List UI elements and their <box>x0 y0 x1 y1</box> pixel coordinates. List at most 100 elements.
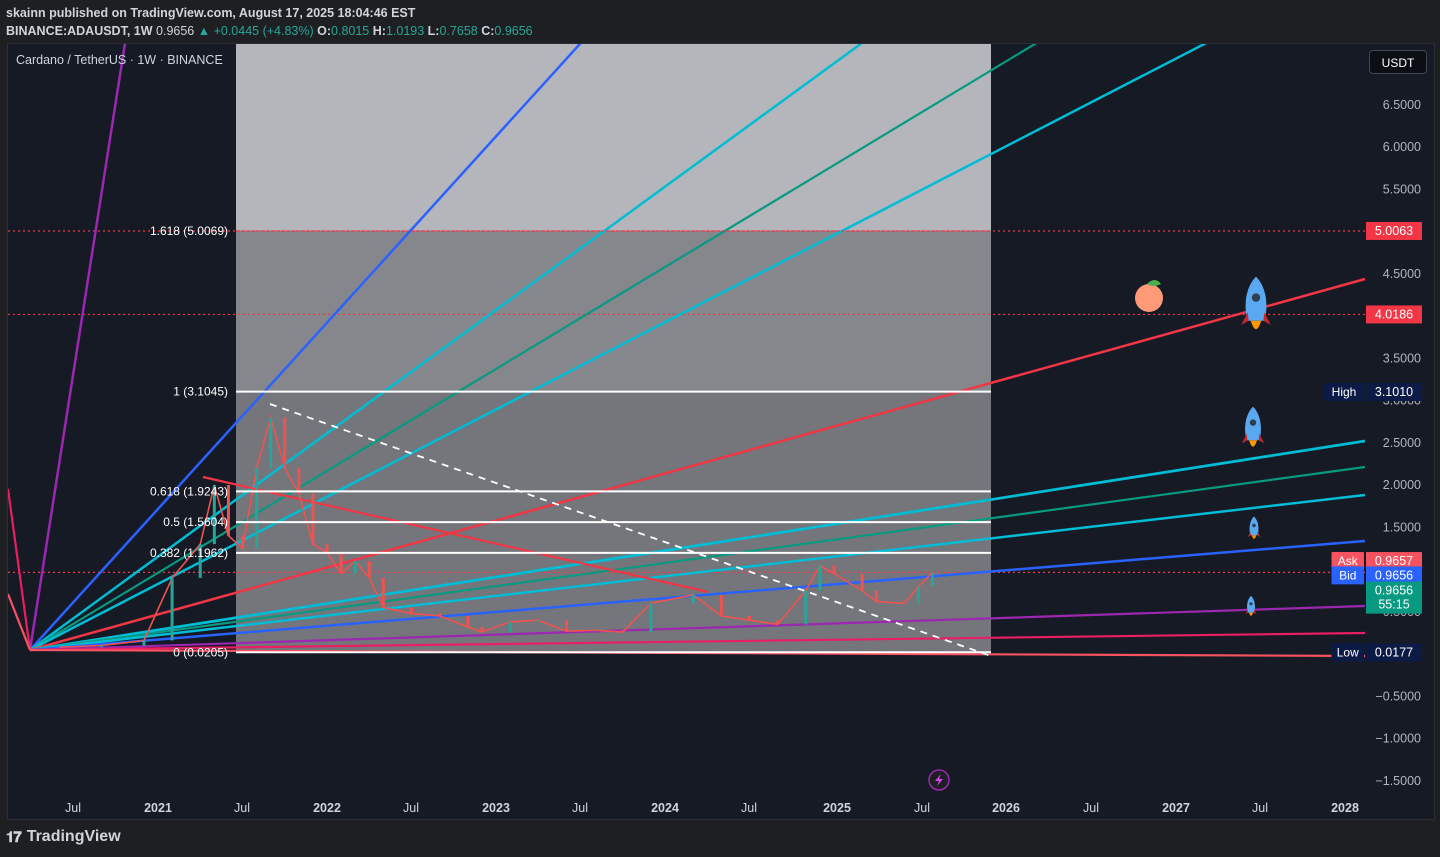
y-tick-label: 2.0000 <box>1383 478 1421 492</box>
fib-zone-extension <box>236 230 991 392</box>
currency-button[interactable]: USDT <box>1369 50 1427 74</box>
trend-line <box>29 604 1366 652</box>
publish-line: skainn published on TradingView.com, Aug… <box>6 6 416 20</box>
trend-line <box>29 44 863 652</box>
fib-level-label: 1.618 (5.0069) <box>150 224 228 238</box>
x-tick-label: Jul <box>234 801 250 815</box>
x-tick-label: Jul <box>1252 801 1268 815</box>
peach-leaf <box>1147 280 1161 286</box>
price-tag-box <box>1366 552 1422 571</box>
x-tick-label: 2021 <box>144 801 172 815</box>
rocket-icon <box>1241 406 1265 447</box>
fib-level-label: 0.382 (1.1962) <box>150 546 228 560</box>
fib-level-label: 0.5 (1.5604) <box>163 515 228 529</box>
trend-line <box>29 44 1207 652</box>
open-label: O: <box>317 24 332 38</box>
x-tick-label: 2027 <box>1162 801 1190 815</box>
fib-level-label: 0 (0.0205) <box>173 645 228 659</box>
fib-level-label: 0.618 (1.9243) <box>150 484 228 498</box>
y-tick-label: 1.5000 <box>1383 520 1421 534</box>
chart-canvas[interactable]: 1.618 (5.0069) 1 (3.1045) 0.618 (1.9243) 0.… <box>8 44 1435 820</box>
price-tag-box <box>1366 581 1422 614</box>
trend-line <box>29 277 1366 652</box>
rocket-fin <box>1247 531 1261 538</box>
price-tag-value: 5.0063 <box>1375 224 1413 238</box>
x-tick-label: Jul <box>572 801 588 815</box>
price-tag-label-box <box>1331 643 1364 662</box>
price-tag-box <box>1366 305 1422 324</box>
x-tick-label: Jul <box>1083 801 1099 815</box>
rocket-icon <box>1247 516 1261 539</box>
rocket-icon <box>1241 276 1271 330</box>
tradingview-logo[interactable]: 𝟏𝟕 TradingView <box>6 828 121 846</box>
rocket-flame <box>1250 320 1262 330</box>
y-tick-label: 4.5000 <box>1383 267 1421 281</box>
price-tag-value: 4.0186 <box>1375 307 1413 321</box>
trend-line <box>8 488 32 651</box>
dashed-trend-line <box>269 403 992 657</box>
trend-line <box>29 44 582 651</box>
y-tick-label: 2.5000 <box>1383 436 1421 450</box>
rocket-fin <box>1245 609 1257 615</box>
x-tick-label: 2022 <box>313 801 341 815</box>
fib-zone-upper <box>236 44 991 231</box>
y-tick-label: 3.5000 <box>1383 351 1421 365</box>
rocket-icon <box>1245 595 1257 616</box>
x-tick-label: 2026 <box>992 801 1020 815</box>
trend-line <box>29 539 1366 652</box>
chart-header: skainn published on TradingView.com, Aug… <box>6 4 533 40</box>
y-tick-label: 5.5000 <box>1383 182 1421 196</box>
rocket-window <box>1249 602 1253 606</box>
x-tick-label: 2028 <box>1331 801 1359 815</box>
x-tick-label: 2025 <box>823 801 851 815</box>
y-tick-label: −1.5000 <box>1375 774 1421 788</box>
symbol-line: BINANCE:ADAUSDT, 1W 0.9656 ▲ +0.0445 (+4… <box>6 22 533 40</box>
x-tick-label: Jul <box>65 801 81 815</box>
price-tag-value: 0.9657 <box>1375 554 1413 568</box>
low-label: L: <box>427 24 440 38</box>
low-value: 0.7658 <box>439 24 478 38</box>
price-tag-box <box>1366 566 1422 585</box>
peach-icon <box>1135 280 1163 312</box>
price-tag-label: High <box>1332 385 1357 399</box>
y-tick-label: 6.0000 <box>1383 140 1421 154</box>
price-tag-label-box <box>1331 552 1364 571</box>
price-tag-box <box>1366 221 1422 240</box>
price-tag-value: 0.9656 <box>1375 568 1413 582</box>
trend-line <box>29 44 1037 651</box>
rocket-flame <box>1251 535 1257 539</box>
price-tag-label: Bid <box>1339 568 1356 582</box>
brand-name: TradingView <box>26 828 121 845</box>
chart-title: Cardano / TetherUS · 1W · BINANCE <box>16 53 223 67</box>
chart-pane[interactable]: 1.618 (5.0069) 1 (3.1045) 0.618 (1.9243) 0.… <box>7 43 1435 820</box>
rocket-flame <box>1249 440 1257 447</box>
rocket-fin <box>1241 312 1271 325</box>
price-tag-box <box>1366 382 1422 401</box>
fib-level-label: 1 (3.1045) <box>173 385 228 399</box>
trend-line <box>28 44 127 651</box>
x-tick-label: Jul <box>914 801 930 815</box>
y-tick-label: −1.0000 <box>1375 732 1421 746</box>
symbol: BINANCE:ADAUSDT, 1W <box>6 24 153 38</box>
price-tag-label: Ask <box>1338 554 1359 568</box>
x-tick-label: Jul <box>741 801 757 815</box>
rocket-window <box>1251 293 1261 302</box>
trend-line <box>29 465 1366 652</box>
high-label: H: <box>372 24 386 38</box>
lightning-glyph <box>935 774 943 786</box>
trend-line <box>29 439 1366 652</box>
x-tick-label: Jul <box>403 801 419 815</box>
close-value: 0.9656 <box>494 24 533 38</box>
price-tag-label-box <box>1324 382 1364 401</box>
last-price: 0.9656 <box>156 24 195 38</box>
trend-line <box>29 493 1366 652</box>
price-tag-label-box <box>1331 566 1364 585</box>
price-tag-box <box>1366 643 1422 662</box>
x-tick-label: 2023 <box>482 801 510 815</box>
rocket-window <box>1252 523 1256 528</box>
open-value: 0.8015 <box>331 24 370 38</box>
peach-body <box>1135 284 1163 312</box>
price-tag-countdown: 55:15 <box>1378 598 1409 612</box>
close-label: C: <box>481 24 495 38</box>
price-tag-value: 3.1010 <box>1375 385 1413 399</box>
